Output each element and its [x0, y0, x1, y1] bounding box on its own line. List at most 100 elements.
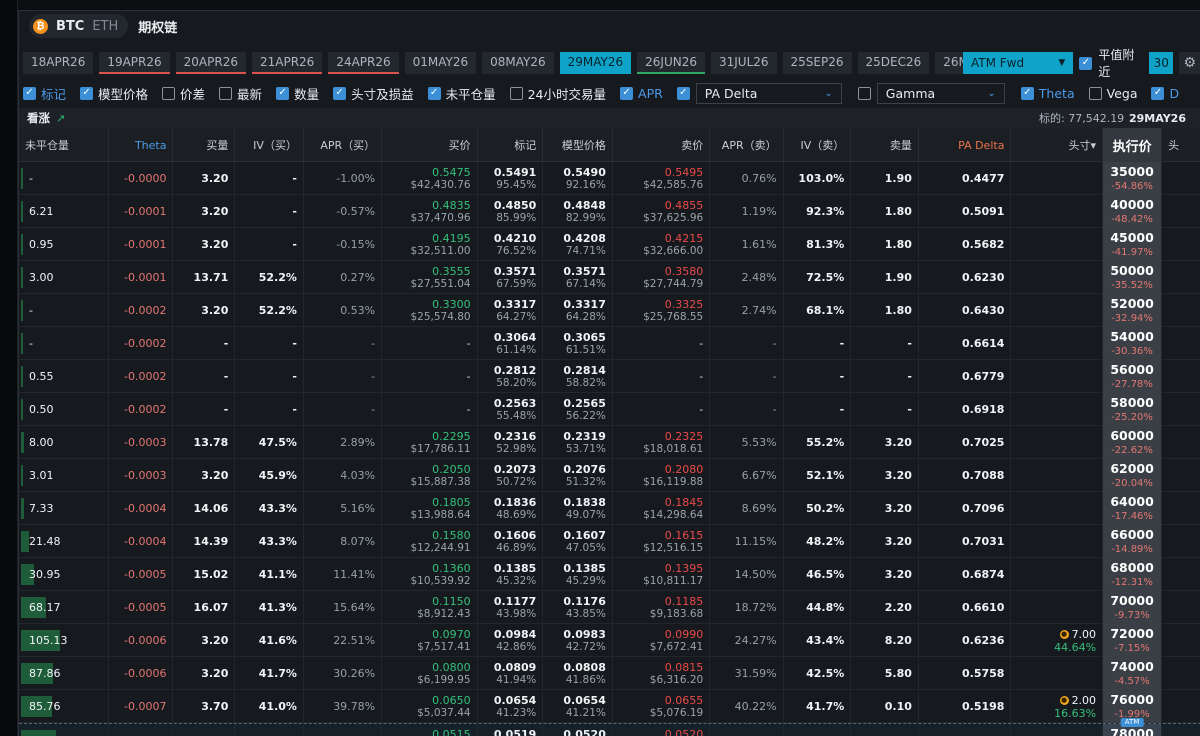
cell-strike[interactable]: 40000 -48.42% [1103, 195, 1163, 228]
cell-strike[interactable]: 66000 -14.89% [1103, 525, 1163, 558]
cell-ask[interactable]: 0.3580 $27,744.79 [613, 261, 711, 294]
coin-btc-tab[interactable]: BTC [56, 18, 85, 34]
cell-bid[interactable]: 0.0970 $7,517.41 [382, 624, 478, 657]
table-row[interactable]: - -0.0000 3.20- -1.00% 0.5475 $42,430.76 0.549… [19, 162, 1200, 195]
coin-eth-tab[interactable]: ETH [92, 18, 119, 34]
table-row[interactable]: 6.21 -0.0001 3.20- -0.57% 0.4835 $37,470.96 0.… [19, 195, 1200, 228]
cell-ask[interactable]: - [613, 360, 711, 393]
filter-last[interactable]: 最新 [219, 84, 262, 103]
cell-position[interactable] [1011, 228, 1104, 261]
cell-bid[interactable]: 0.1360 $10,539.92 [382, 558, 478, 591]
checkbox-cut[interactable]: ✓ [1151, 86, 1165, 100]
cell-ask[interactable]: 0.5495 $42,585.76 [613, 162, 711, 195]
cell-ask[interactable]: 0.1615 $12,516.15 [613, 525, 711, 558]
cell-ask[interactable]: - [613, 327, 711, 360]
delta-select[interactable]: PA Delta ⌄ [695, 82, 842, 104]
checkbox-open-interest[interactable]: ✓ [427, 86, 441, 100]
cell-bid[interactable]: 0.0515$3,991.22 [382, 724, 478, 736]
cell-bid[interactable]: 0.3555 $27,551.04 [382, 261, 478, 294]
table-row[interactable]: 85.76 -0.0007 3.70 41.0% 39.78% 0.0650 $5,037.… [19, 690, 1200, 723]
column-header-ask-apr[interactable]: APR（卖） [710, 128, 784, 162]
expiry-tab-20apr26[interactable]: 20APR26 [175, 52, 246, 74]
cell-position[interactable] [1011, 327, 1104, 360]
cell-position[interactable] [1011, 261, 1104, 294]
cell-ask[interactable]: 0.0815 $6,316.20 [613, 657, 711, 690]
cell-ask[interactable]: 0.1185 $9,183.68 [613, 591, 711, 624]
cell-ask[interactable]: 0.1395 $10,811.17 [613, 558, 711, 591]
coin-switch[interactable]: ₿ BTC ETH [29, 14, 129, 38]
checkbox-vega[interactable] [1088, 86, 1102, 100]
cell-bid[interactable]: 0.1805 $13,988.64 [382, 492, 478, 525]
table-row[interactable]: - -0.0002 3.20 52.2% 0.53% 0.3300 $25,574.80 0.… [19, 294, 1200, 327]
table-row[interactable]: 3.01 -0.0003 3.20 45.9% 4.03% 0.2050 $15,887.3… [19, 459, 1200, 492]
near-atm-count-input[interactable]: 30 [1149, 52, 1174, 74]
expiry-tab-25dec26[interactable]: 25DEC26 [857, 52, 930, 74]
cell-position[interactable] [1011, 724, 1104, 736]
cell-bid[interactable]: 0.2295 $17,786.11 [382, 426, 478, 459]
column-header-bid-iv[interactable]: IV（买） [235, 128, 304, 162]
table-row[interactable]: 96.19 -0.0007 5.16 40.4% 45.41% 0.0515$3,991.… [19, 718, 1200, 736]
column-header-delta[interactable]: PA Delta [919, 128, 1012, 162]
checkbox-mark[interactable]: ✓ [23, 86, 36, 100]
cell-strike[interactable]: 35000 -54.86% [1103, 162, 1163, 195]
near-atm-checkbox[interactable]: ✓ [1079, 56, 1093, 70]
cell-ask[interactable]: 0.4215 $32,666.00 [613, 228, 711, 261]
filter-cut[interactable]: ✓ D [1151, 86, 1179, 101]
filter-mark[interactable]: ✓ 标记 [23, 84, 66, 103]
cell-strike[interactable]: 54000 -30.36% [1103, 327, 1163, 360]
cell-position[interactable]: ● 2.00 16.63% [1011, 690, 1104, 723]
cell-bid[interactable]: 0.1150 $8,912.43 [382, 591, 478, 624]
table-row[interactable]: 30.95 -0.0005 15.02 41.1% 11.41% 0.1360 $10,53… [19, 558, 1200, 591]
column-header-model[interactable]: 模型价格 [543, 128, 613, 162]
cell-position[interactable] [1011, 657, 1104, 690]
sort-caret-icon[interactable]: ▾ [1090, 138, 1097, 152]
filter-spread[interactable]: 价差 [162, 84, 205, 103]
filter-vega[interactable]: Vega [1088, 86, 1137, 101]
cell-strike[interactable]: 52000 -32.94% [1103, 294, 1163, 327]
expiry-tab-19apr26[interactable]: 19APR26 [99, 52, 170, 74]
cell-ask[interactable]: 0.2325 $18,018.61 [613, 426, 711, 459]
cell-ask[interactable]: 0.2080 $16,119.88 [613, 459, 711, 492]
cell-position[interactable] [1011, 426, 1104, 459]
expiry-tab-26jun26[interactable]: 26JUN26 [637, 52, 705, 74]
column-header-position[interactable]: 头寸 ▾ [1011, 128, 1104, 162]
cell-strike[interactable]: 68000 -12.31% [1103, 558, 1163, 591]
column-header-theta[interactable]: Theta [109, 128, 174, 162]
checkbox-spread[interactable] [162, 86, 176, 100]
checkbox-theta[interactable]: ✓ [1020, 86, 1034, 100]
expiry-tab-24apr26[interactable]: 24APR26 [328, 52, 399, 74]
cell-position[interactable]: ● 7.00 44.64% [1011, 624, 1104, 657]
cell-position[interactable] [1011, 195, 1104, 228]
filter-open-interest[interactable]: ✓ 未平仓量 [427, 84, 496, 103]
filter-theta[interactable]: ✓ Theta [1020, 86, 1075, 101]
table-row[interactable]: 0.50 -0.0002- - - -0.2563 55.48% 0.2565 56.22% -… [19, 393, 1200, 426]
checkbox-model-price[interactable]: ✓ [80, 86, 94, 100]
cell-strike[interactable]: 76000 -1.99% [1103, 690, 1163, 723]
cell-bid[interactable]: 0.0650 $5,037.44 [382, 690, 478, 723]
table-row[interactable]: 21.48 -0.0004 14.39 43.3% 8.07% 0.1580 $12,244… [19, 525, 1200, 558]
checkbox-delta[interactable]: ✓ [676, 86, 690, 100]
expiry-tab-01may26[interactable]: 01MAY26 [404, 52, 477, 74]
cell-strike[interactable]: 50000 -35.52% [1103, 261, 1163, 294]
cell-ask[interactable]: 0.1845 $14,298.64 [613, 492, 711, 525]
cell-ask[interactable]: 0.3325 $25,768.55 [613, 294, 711, 327]
cell-bid[interactable]: - [382, 327, 478, 360]
cell-ask[interactable]: 0.0655 $5,076.19 [613, 690, 711, 723]
cell-strike[interactable]: 58000 -25.20% [1103, 393, 1163, 426]
column-header-oi[interactable]: 未平仓量 [19, 128, 109, 162]
expiry-tab-31jul26[interactable]: 31JUL26 [710, 52, 777, 74]
cell-bid[interactable]: 0.1580 $12,244.91 [382, 525, 478, 558]
table-row[interactable]: 8.00 -0.0003 13.78 47.5% 2.89% 0.2295 $17,786.… [19, 426, 1200, 459]
column-header-mark[interactable]: 标记 [478, 128, 544, 162]
table-row[interactable]: 3.00 -0.0001 13.71 52.2% 0.27% 0.3555 $27,551.… [19, 261, 1200, 294]
column-header-strike[interactable]: 执行价 [1103, 128, 1163, 162]
column-header-ask[interactable]: 卖价 [613, 128, 711, 162]
center-mode-select[interactable]: ATM Fwd ▼ [963, 52, 1074, 74]
expiry-tab-18apr26[interactable]: 18APR26 [23, 52, 94, 74]
cell-ask[interactable]: - [613, 393, 711, 426]
filter-apr[interactable]: ✓ APR [620, 86, 663, 101]
cell-position[interactable] [1011, 393, 1104, 426]
cell-strike[interactable]: 45000 -41.97% [1103, 228, 1163, 261]
cell-bid[interactable]: - [382, 393, 478, 426]
